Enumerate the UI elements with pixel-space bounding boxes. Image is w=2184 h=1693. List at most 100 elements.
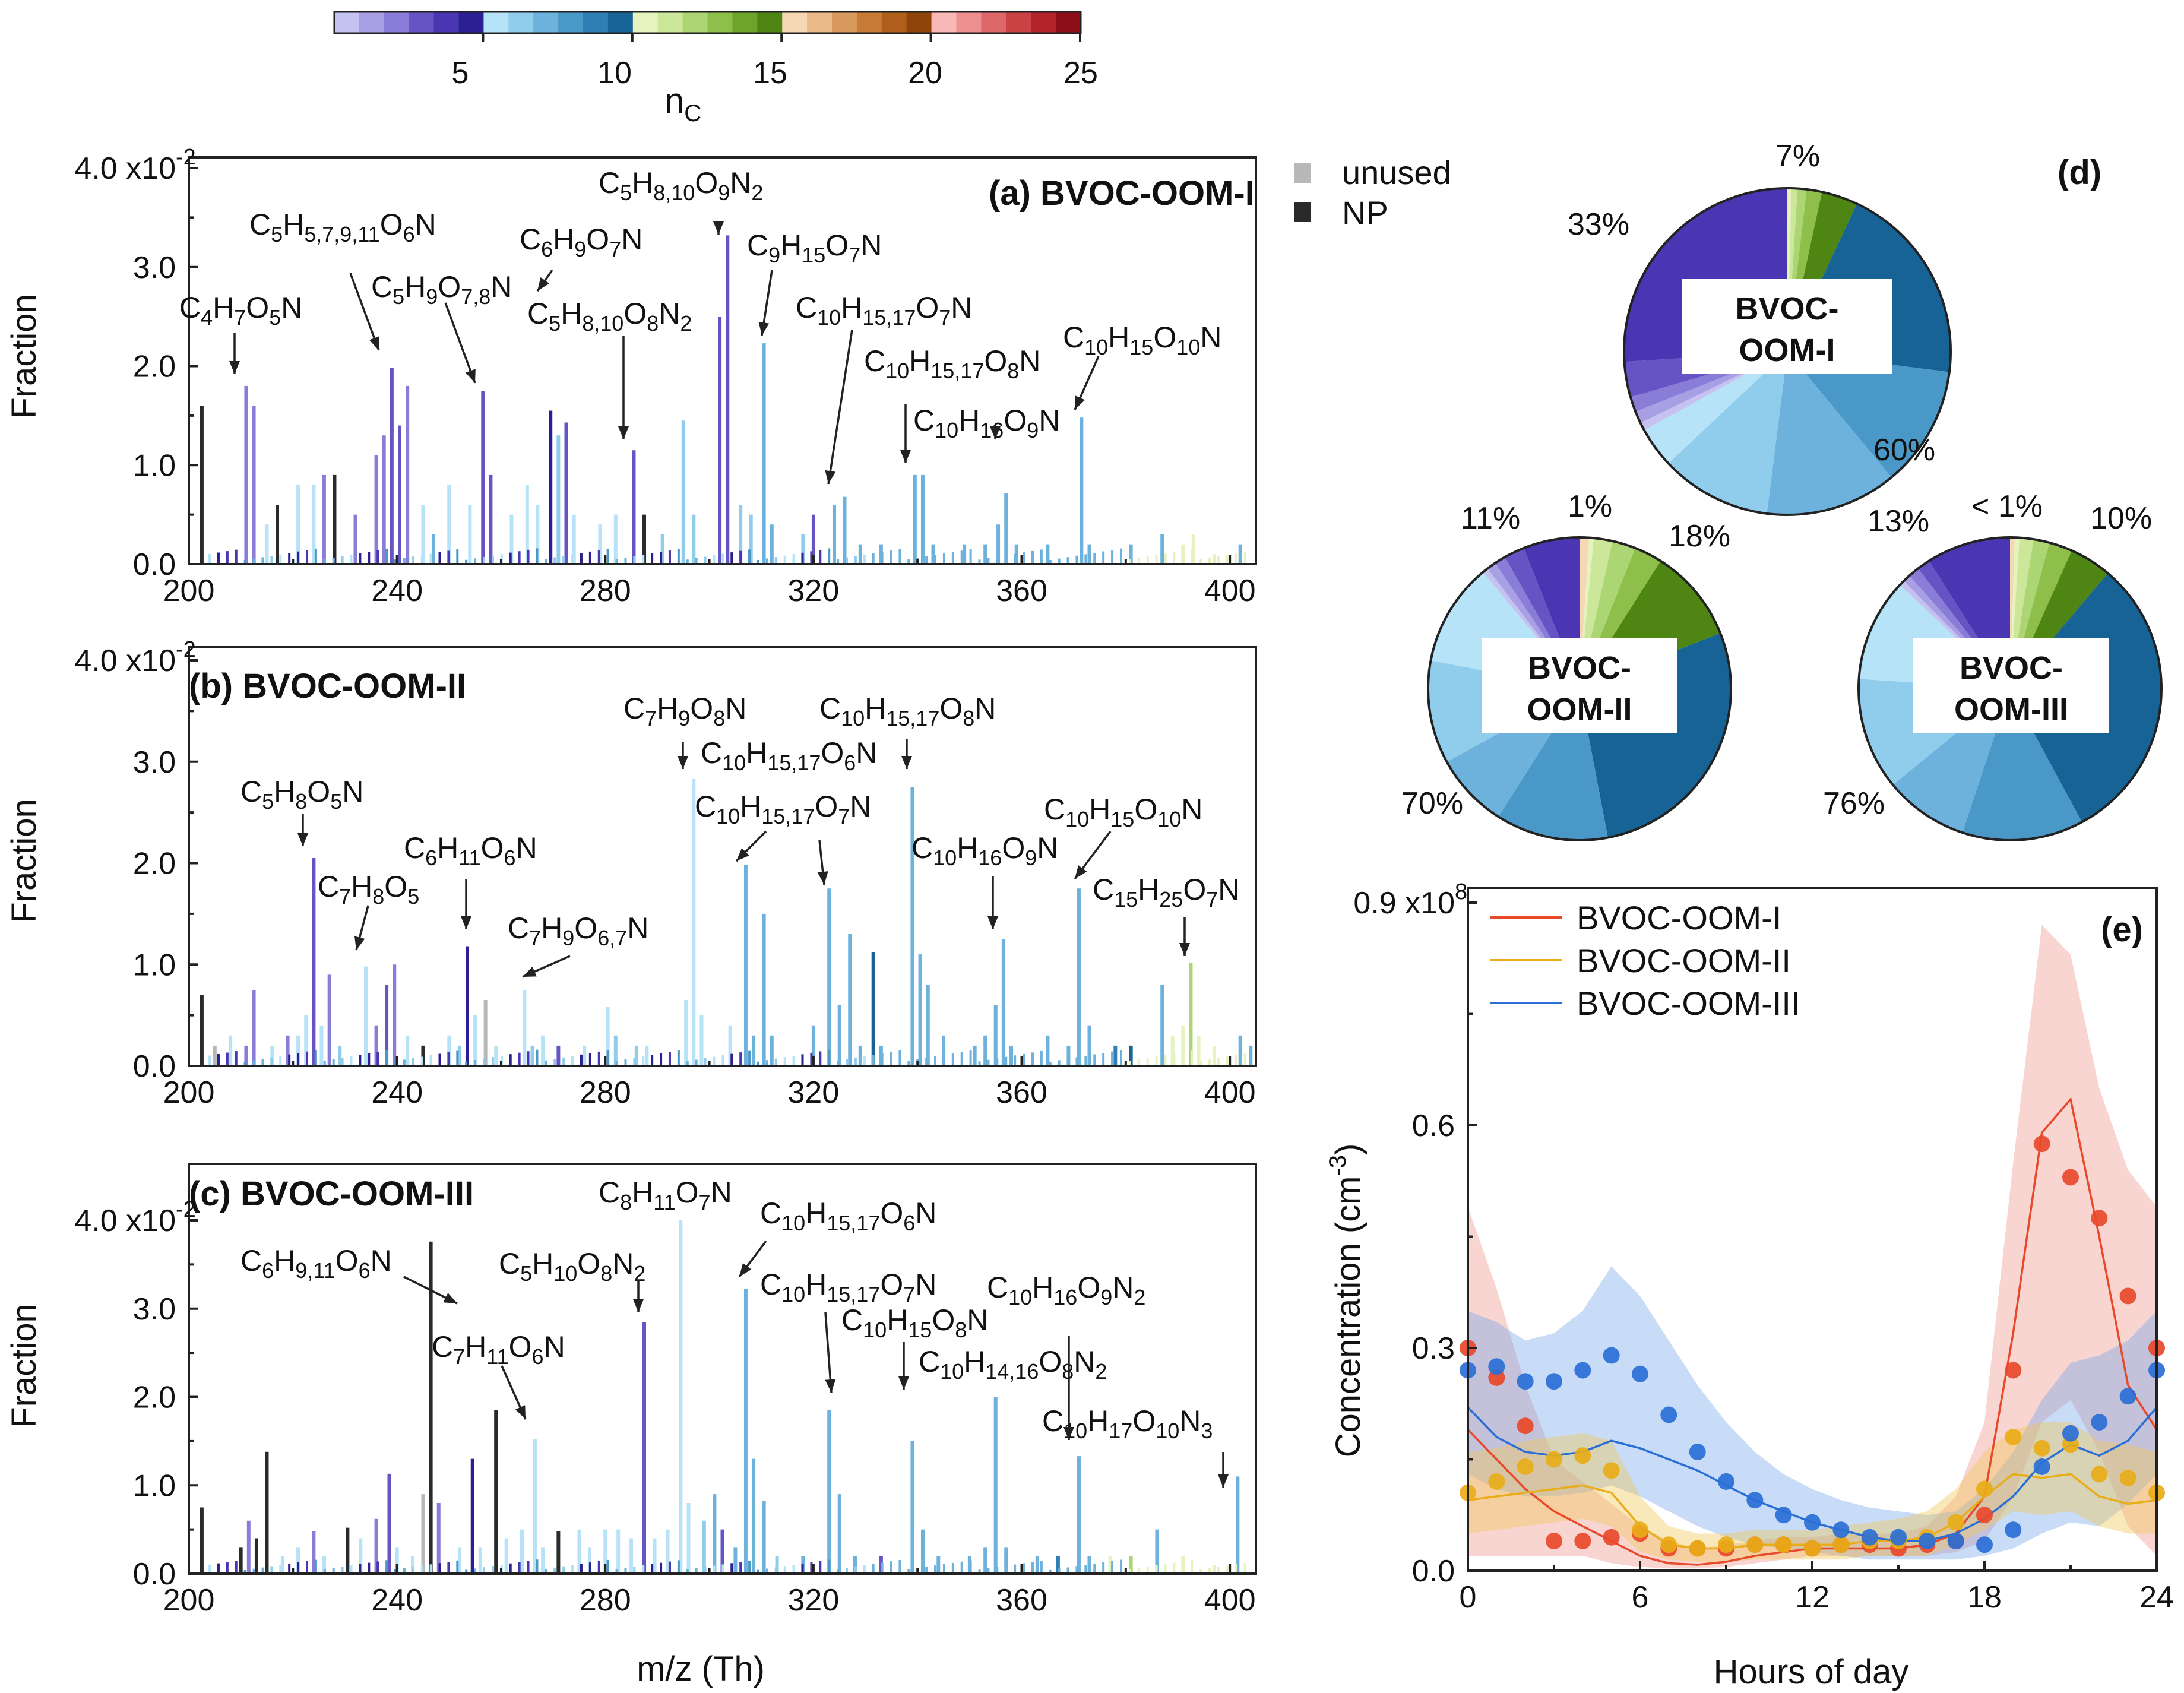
diurnal-x-tick-label: 18 (1967, 1580, 2002, 1615)
peak-formula: C8H11O7N (599, 1176, 732, 1214)
diurnal-y-tick-label: 0.6 (1412, 1109, 1455, 1143)
x-tick-label: 280 (580, 1583, 631, 1618)
formula-part: O (246, 291, 269, 324)
formula-part: 5 (620, 181, 632, 205)
formula-part: O (438, 270, 461, 303)
formula-part: 7 (838, 804, 850, 828)
annotation-arrowhead (987, 916, 998, 929)
colorbar-cell (981, 12, 1006, 33)
formula-part: H (746, 736, 767, 770)
point-BVOC-OOM-III (1775, 1507, 1792, 1524)
colorbar-cell (583, 12, 609, 33)
formula-part: N (711, 1176, 732, 1209)
pie-percent-label: 13% (1868, 504, 1929, 539)
formula-part: 6 (262, 1258, 274, 1283)
peak-formula: C10H16O9N (911, 831, 1058, 870)
formula-part: N (850, 790, 871, 823)
colorbar-cell (707, 12, 733, 33)
peak-formula: C7H11O6N (432, 1330, 565, 1369)
formula-part: 9 (718, 181, 730, 205)
colorbar-tick-15: 15 (753, 56, 787, 90)
colorbar-cell (807, 12, 833, 33)
formula-part: C (508, 912, 529, 945)
point-BVOC-OOM-I (2119, 1287, 2136, 1305)
formula-part: 6 (903, 1211, 915, 1235)
x-tick-label: 360 (996, 1583, 1047, 1618)
y-tick-label: 4.0 x10 (74, 151, 176, 186)
point-BVOC-OOM-III (1517, 1373, 1534, 1390)
formula-part: H (213, 291, 234, 324)
x-tick-label: 400 (1204, 574, 1256, 608)
peak-formula: C5H9O7,8N (371, 270, 512, 309)
pie-label-box (1682, 279, 1892, 374)
annotation-arrowhead (229, 361, 240, 374)
formula-part: H (964, 1345, 985, 1378)
formula-part: O (821, 736, 844, 770)
colorbar-labels: 5 10 15 20 25 nC (452, 56, 1098, 126)
colorbar-tick-10: 10 (597, 56, 632, 90)
formula-part: C (911, 831, 933, 865)
x-tick-label: 240 (371, 1583, 423, 1618)
formula-part: H (657, 692, 678, 725)
formula-part: 10 (933, 846, 957, 870)
formula-part: O (1134, 793, 1157, 826)
formula-part: 10 (722, 751, 746, 775)
legend-np-swatch (1294, 202, 1311, 222)
formula-part: O (984, 344, 1007, 378)
formula-part: N (659, 297, 680, 330)
point-BVOC-OOM-I (1517, 1417, 1534, 1435)
point-BVOC-OOM-I (1603, 1529, 1620, 1546)
formula-part: 6,7 (597, 926, 627, 950)
formula-part: O (916, 291, 939, 324)
formula-part: 15,17 (767, 751, 821, 775)
y-tick-label: 2.0 (133, 847, 176, 881)
formula-part: N (1181, 793, 1202, 826)
formula-part: 9 (574, 237, 586, 261)
formula-part: H (1138, 873, 1159, 906)
formula-part: H (909, 344, 930, 378)
formula-part: 6 (541, 237, 553, 261)
formula-part: 15,17 (761, 804, 815, 828)
formula-part: 9 (768, 243, 780, 267)
spectrum-frame (188, 1163, 1257, 1575)
colorbar-cell (334, 12, 360, 33)
formula-part: O (815, 790, 838, 823)
formula-part: H (887, 1303, 908, 1337)
annotation-arrowhead (523, 966, 537, 977)
pie-percent-label: 60% (1873, 433, 1935, 467)
formula-part: 10 (940, 1359, 964, 1384)
formula-part: C (520, 223, 541, 256)
formula-part: 15 (908, 1318, 932, 1342)
formula-part: 5 (262, 789, 274, 814)
colorbar-frame (333, 11, 1082, 34)
point-BVOC-OOM-III (1689, 1444, 1706, 1460)
point-BVOC-OOM-III (1718, 1473, 1734, 1490)
pie-label-line2: OOM-III (1954, 692, 2068, 727)
panel-a-title: (a) BVOC-OOM-I (989, 174, 1255, 213)
formula-part: O (1077, 1271, 1100, 1304)
colorbar-tick-25: 25 (1063, 56, 1098, 90)
formula-part: C (623, 692, 645, 725)
peak-formula: C10H15O8N (841, 1303, 988, 1342)
point-BVOC-OOM-II (1574, 1447, 1591, 1464)
peak-formula: C10H16O9N (913, 404, 1060, 442)
point-BVOC-OOM-III (1919, 1533, 1936, 1549)
y-tick-label: 3.0 (133, 251, 176, 285)
y-tick-label: 0.0 (133, 548, 176, 582)
point-BVOC-OOM-I (1976, 1507, 1993, 1524)
formula-part: 6 (403, 222, 415, 246)
peak-formula: C10H15,17O6N (760, 1197, 936, 1235)
formula-part: N (967, 1303, 988, 1337)
formula-part: O (307, 775, 330, 808)
formula-part: C (1042, 1404, 1063, 1438)
point-BVOC-OOM-II (2119, 1469, 2136, 1486)
annotation-arrowhead (901, 756, 912, 769)
formula-part: 5 (269, 305, 281, 330)
annotation-arrowhead (739, 1263, 752, 1277)
point-BVOC-OOM-II (1804, 1540, 1821, 1557)
point-BVOC-OOM-III (1660, 1406, 1677, 1423)
band-BVOC-OOM-III (1468, 1266, 2157, 1560)
formula-part: 8 (713, 706, 725, 730)
formula-part: C (599, 1176, 620, 1209)
peak-formula: C5H10O8N2 (499, 1247, 645, 1286)
